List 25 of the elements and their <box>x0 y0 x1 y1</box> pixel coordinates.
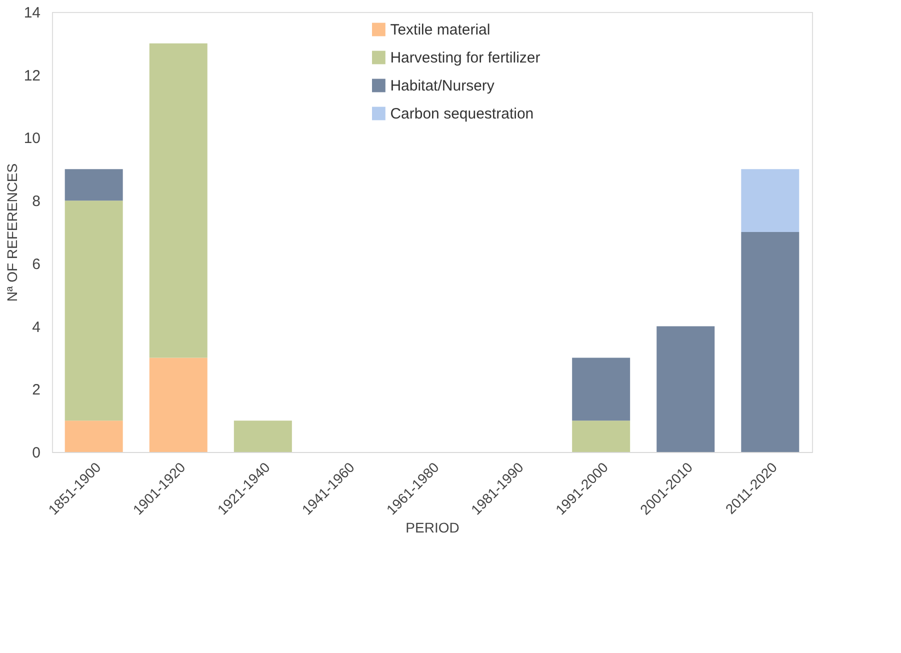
y-tick-label: 4 <box>32 318 40 336</box>
y-tick-label: 12 <box>24 67 40 84</box>
bar <box>572 420 630 452</box>
bar <box>149 43 208 358</box>
bar <box>234 420 292 452</box>
bar <box>64 420 123 452</box>
y-tick-label: 2 <box>32 382 40 399</box>
bar <box>741 169 800 232</box>
y-tick-label: 14 <box>24 4 40 22</box>
bar <box>64 200 123 421</box>
legend-label: Textile material <box>390 22 490 38</box>
y-tick-label: 8 <box>32 193 40 210</box>
y-tick-label: 10 <box>24 130 40 148</box>
bar <box>656 326 715 452</box>
y-tick-label: 0 <box>32 444 40 462</box>
bar <box>149 358 208 452</box>
legend-label: Harvesting for fertilizer <box>390 50 540 66</box>
x-axis-title: PERIOD <box>406 520 460 536</box>
legend-label: Carbon sequestration <box>390 106 534 122</box>
y-axis-title: Nª OF REFERENCES <box>4 163 20 302</box>
legend-label: Habitat/Nursery <box>390 78 495 94</box>
bar <box>741 232 800 452</box>
y-tick-label: 6 <box>32 256 40 273</box>
bar <box>64 169 123 201</box>
bar <box>572 358 630 421</box>
